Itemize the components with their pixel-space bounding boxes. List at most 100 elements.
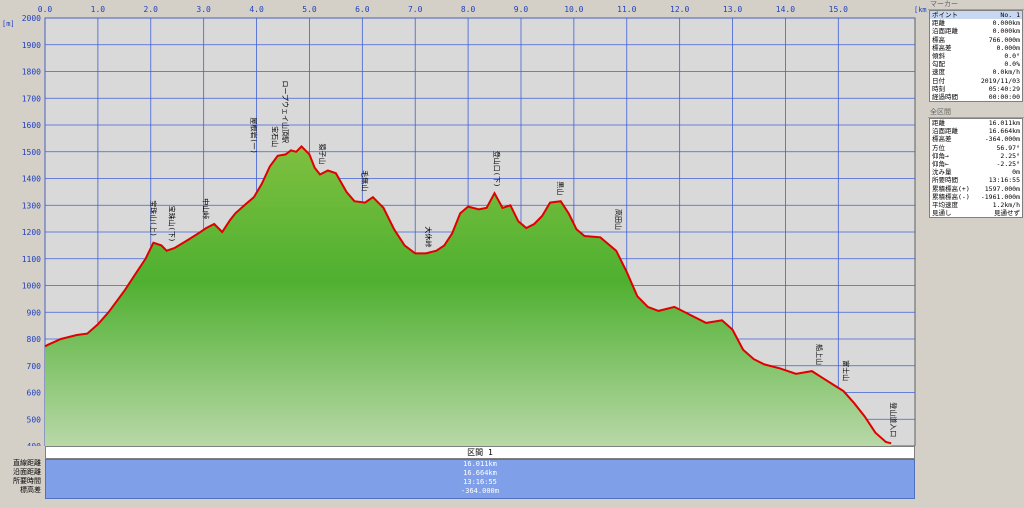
info-value: No. 1 xyxy=(1000,11,1020,19)
elevation-chart: 2000 1900 1800 1700 1600 1500 1400 1300 1200 1100… xyxy=(2,5,928,446)
info-row: 沿面距離 0.000km xyxy=(930,27,1022,35)
summary-value: 16.011km xyxy=(463,460,497,468)
info-row: 距離 16.011km xyxy=(930,119,1022,127)
info-value: 0.0% xyxy=(1004,60,1020,69)
y-tick-label: 1100 xyxy=(22,255,41,264)
info-row: 標高差 0.000m xyxy=(930,44,1022,52)
x-tick-label: 5.0 xyxy=(302,5,317,14)
peak-label: 宝珠山(下) xyxy=(167,206,176,242)
info-row: 累積標高(-) -1961.000m xyxy=(930,193,1022,201)
peak-label: 宝石山 xyxy=(270,126,279,147)
y-tick-label: 1200 xyxy=(22,228,41,237)
info-value: 0.000m xyxy=(996,43,1020,52)
info-key: 勾配 xyxy=(932,60,945,69)
x-tick-label: 0.0 xyxy=(38,5,53,14)
info-key: 標高差 xyxy=(932,43,952,52)
info-row: 傾斜 0.0° xyxy=(930,52,1022,60)
x-tick-label: 9.0 xyxy=(514,5,529,14)
info-key: 沈み量 xyxy=(932,168,952,177)
x-tick-label: 15.0 xyxy=(829,5,848,14)
peak-label: 登山道入口 xyxy=(889,402,898,437)
peak-label: 黒山 xyxy=(556,181,565,195)
info-value: 2019/11/03 xyxy=(980,76,1020,85)
y-tick-label: 800 xyxy=(27,335,42,344)
summary-value: 16.664km xyxy=(463,469,497,477)
info-value: 1.2km/h xyxy=(992,200,1020,209)
info-row: 沿面距離 16.664km xyxy=(930,127,1022,135)
summary-value: -364.000m xyxy=(461,487,499,495)
peak-label: 船上山 xyxy=(815,344,824,365)
peak-label: 富士山 xyxy=(842,360,851,381)
info-value: 1597.000m xyxy=(984,184,1020,193)
info-value: -1961.000m xyxy=(980,192,1020,201)
info-row: 累積標高(+) 1597.000m xyxy=(930,185,1022,193)
y-tick-label: 1300 xyxy=(22,201,41,210)
info-row: 仰角← -2.25° xyxy=(930,160,1022,168)
section-bar[interactable]: 区間 1 xyxy=(45,446,915,459)
peak-label: 宝珠山(上) xyxy=(149,200,158,236)
summary-label: 沿面距離 xyxy=(13,468,41,476)
info-panel: マーカー ポイント No. 1 距離 0.000km 沿面距離 0.000km 標高 766.… xyxy=(928,0,1024,508)
y-tick-label: 400 xyxy=(27,442,42,446)
x-tick-label: 2.0 xyxy=(144,5,159,14)
info-row: 距離 0.000km xyxy=(930,19,1022,27)
x-tick-label: 10.0 xyxy=(564,5,583,14)
y-tick-label: 2000 xyxy=(22,14,41,23)
info-value: 13:16:55 xyxy=(988,176,1020,185)
x-tick-label: 13.0 xyxy=(723,5,742,14)
x-tick-label: 12.0 xyxy=(670,5,689,14)
peak-label: 猿子山 xyxy=(318,143,327,164)
peak-labels: 宝珠山(上) 宝珠山(下) 中山峠 屋根岩(一) 宝石山 ロープウェイ山頂駅猿子山毛無山大… xyxy=(149,80,898,437)
info-key: 所要時間 xyxy=(932,176,958,185)
info-value: 766.000m xyxy=(988,35,1020,44)
x-tick-label: 3.0 xyxy=(196,5,211,14)
x-tick-label: 1.0 xyxy=(91,5,106,14)
y-unit-label: [m] xyxy=(2,20,15,28)
elevation-area xyxy=(45,146,892,446)
info-value: 56.97° xyxy=(996,143,1020,152)
y-tick-label: 1000 xyxy=(22,282,41,291)
peak-label: 高田山 xyxy=(614,209,623,230)
y-tick-label: 1500 xyxy=(22,148,41,157)
peak-label: ロープウェイ山頂駅 xyxy=(281,80,290,143)
info-value: 0.000km xyxy=(992,19,1020,28)
info-row: 日付 2019/11/03 xyxy=(930,77,1022,85)
info-value: -364.000m xyxy=(984,135,1020,144)
info-key: 傾斜 xyxy=(932,51,945,60)
summary-panel: 直線距離 沿面距離 所要時間 標高差 16.011km 16.664km 13:… xyxy=(0,459,1024,508)
info-key: 累積標高(+) xyxy=(932,184,970,193)
info-key: ポイント xyxy=(932,11,958,19)
section-header: 全区間 xyxy=(928,108,1024,119)
info-key: 経過時間 xyxy=(932,92,958,101)
info-value: 2.25° xyxy=(1000,151,1020,160)
info-key: 時刻 xyxy=(932,84,945,93)
info-key: 日付 xyxy=(932,76,945,85)
marker-info-box: ポイント No. 1 距離 0.000km 沿面距離 0.000km 標高 766.000m 標… xyxy=(929,10,1023,103)
info-value: 00:00:00 xyxy=(988,92,1020,101)
y-tick-label: 1400 xyxy=(22,175,41,184)
info-row: 仰角→ 2.25° xyxy=(930,152,1022,160)
x-unit-label: [km] xyxy=(914,6,928,14)
info-row: 所要時間 13:16:55 xyxy=(930,176,1022,184)
info-value: -2.25° xyxy=(996,160,1020,168)
info-row: 方位 56.97° xyxy=(930,144,1022,152)
info-value: 0.000km xyxy=(992,27,1020,36)
peak-label: 毛無山 xyxy=(360,170,369,191)
y-axis-tick-labels: 2000 1900 1800 1700 1600 1500 1400 1300 1200 1100… xyxy=(22,14,41,446)
info-value: 16.664km xyxy=(988,127,1020,136)
section-info-box: 距離 16.011km 沿面距離 16.664km 標高差 -364.000m 方位 56.9… xyxy=(929,118,1023,219)
info-row: 標高差 -364.000m xyxy=(930,135,1022,143)
info-value: 0.0km/h xyxy=(992,68,1020,77)
info-row: 時刻 05:40:29 xyxy=(930,85,1022,93)
info-row: 速度 0.0km/h xyxy=(930,68,1022,76)
info-row: 見通し 見通せず xyxy=(930,209,1022,217)
y-tick-label: 900 xyxy=(27,308,42,317)
x-tick-label: 4.0 xyxy=(249,5,264,14)
summary-label: 所要時間 xyxy=(13,477,41,485)
info-key: 累積標高(-) xyxy=(932,192,970,201)
x-tick-label: 8.0 xyxy=(461,5,476,14)
info-key: 距離 xyxy=(932,119,945,128)
info-row: 標高 766.000m xyxy=(930,36,1022,44)
info-row: 平均速度 1.2km/h xyxy=(930,201,1022,209)
info-value: 0m xyxy=(1012,168,1020,177)
